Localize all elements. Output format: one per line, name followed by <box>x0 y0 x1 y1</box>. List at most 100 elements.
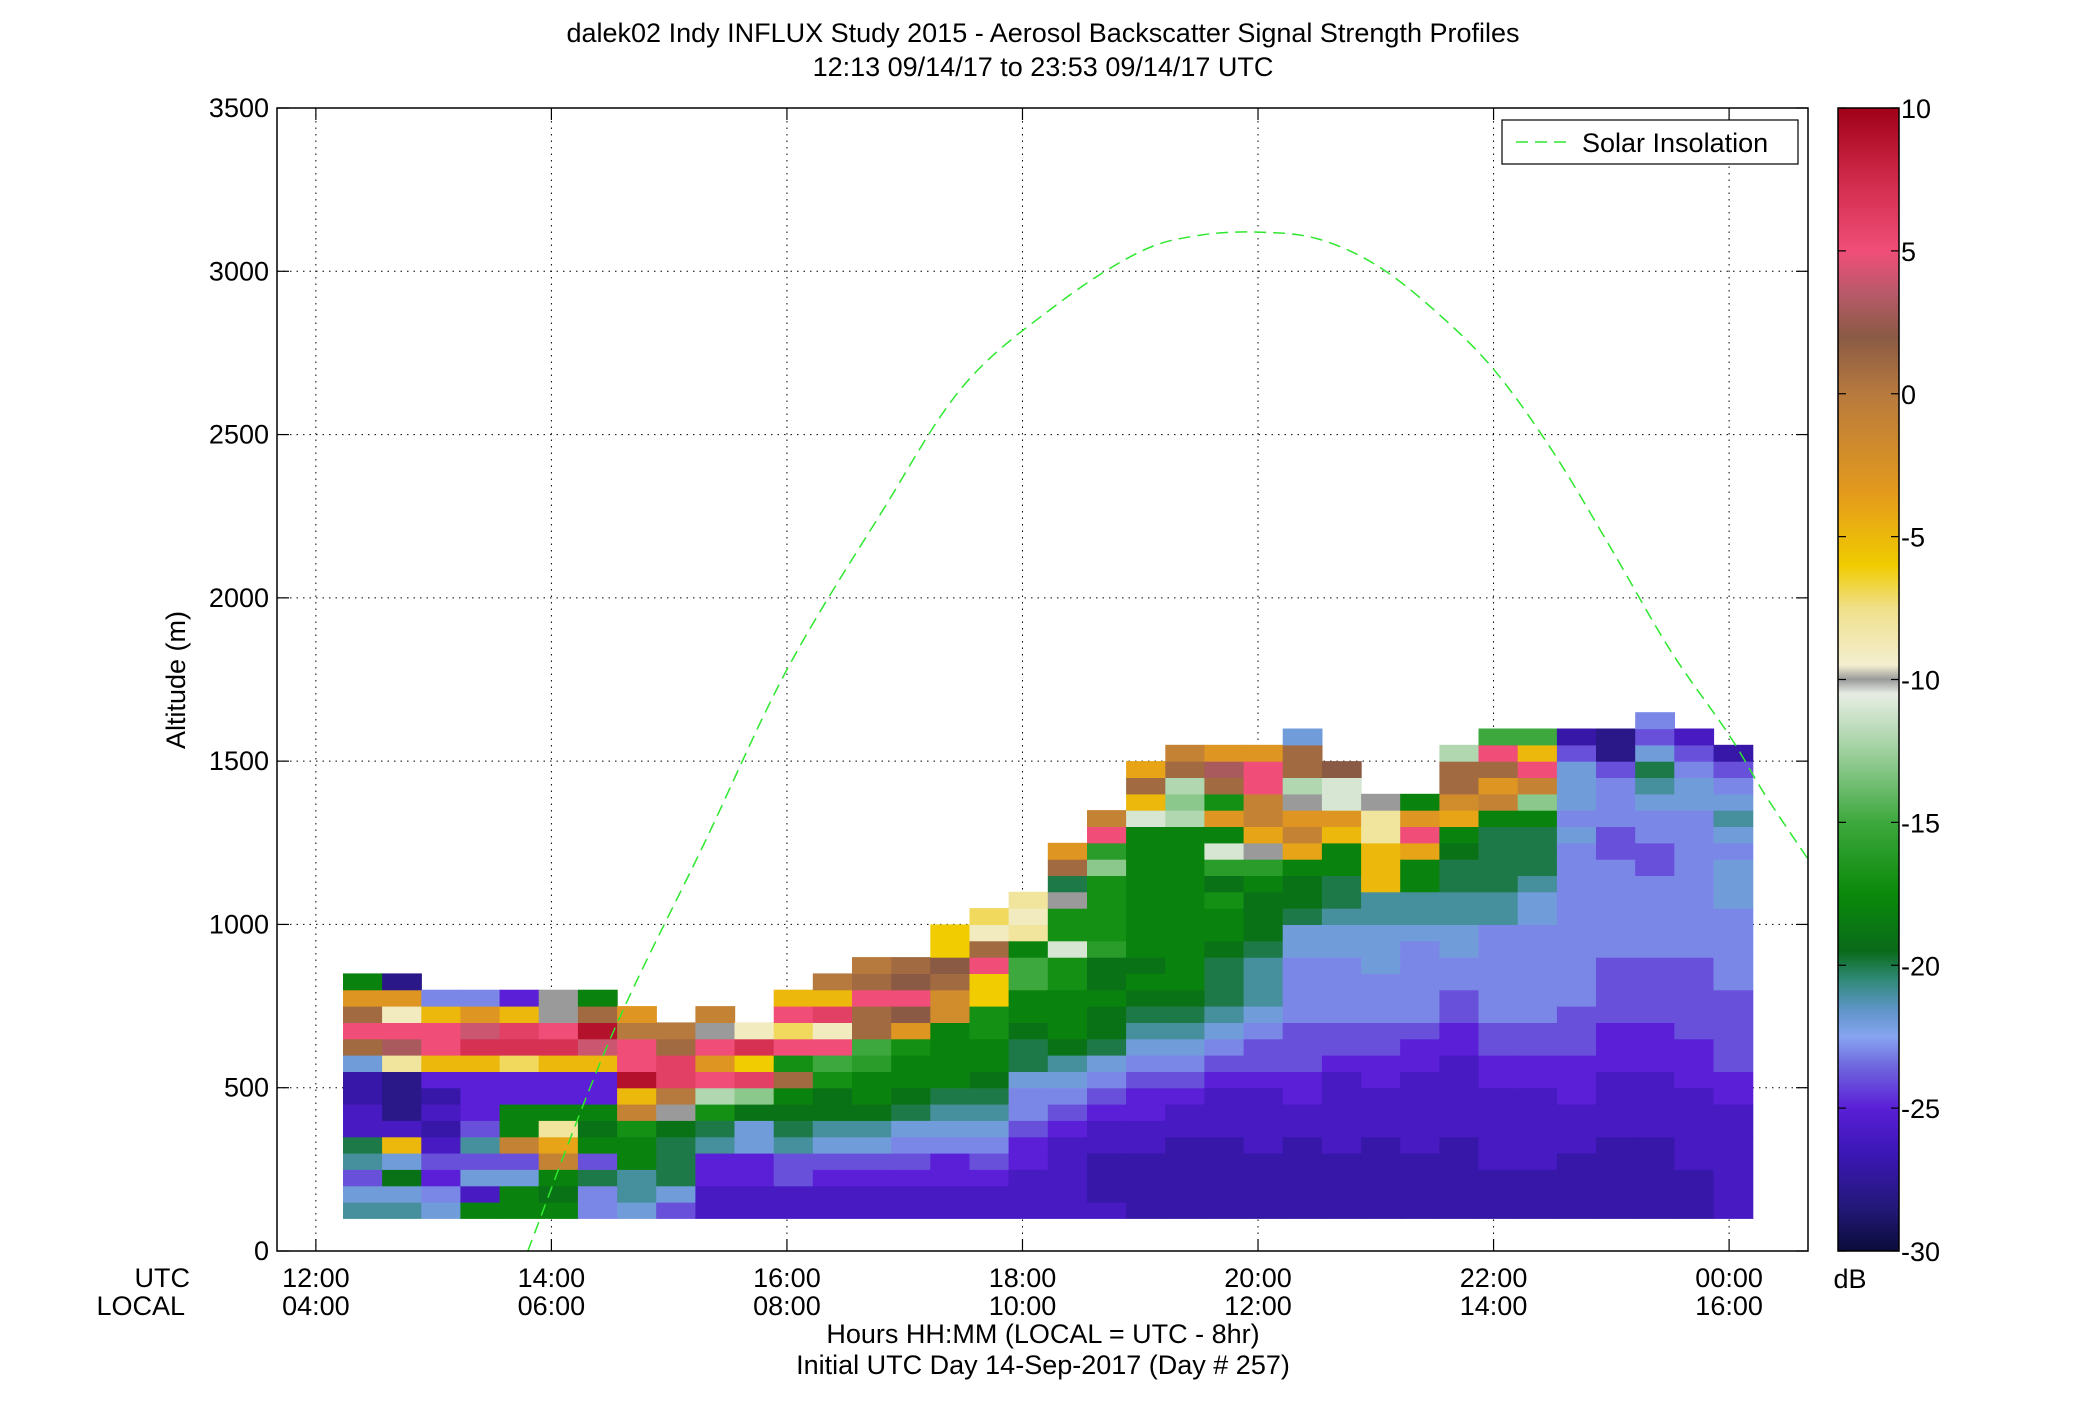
heatmap-cell <box>1517 1136 1558 1154</box>
heatmap-cell <box>1165 1104 1206 1121</box>
heatmap-cell <box>1478 1136 1519 1154</box>
heatmap-cell <box>1204 940 1245 958</box>
heatmap-cell <box>1517 1006 1558 1023</box>
heatmap-cell <box>1478 728 1519 746</box>
heatmap-cell <box>1126 891 1166 909</box>
heatmap-cell <box>1400 842 1440 860</box>
heatmap-cell <box>1243 826 1284 844</box>
heatmap-cell <box>1243 1136 1284 1154</box>
heatmap-cell <box>1126 924 1166 942</box>
heatmap-cell <box>656 1169 696 1187</box>
heatmap-cell <box>577 1006 618 1023</box>
heatmap-cell <box>499 1022 540 1040</box>
heatmap-cell <box>1596 744 1636 762</box>
heatmap-cell <box>1126 957 1166 974</box>
heatmap-cell <box>1478 1087 1519 1105</box>
heatmap-cell <box>499 1185 540 1203</box>
heatmap-cell <box>1556 1136 1597 1154</box>
heatmap-cell <box>1517 924 1558 942</box>
heatmap-cell <box>1674 793 1715 811</box>
heatmap-cell <box>1596 777 1636 795</box>
colorbar-unit-label: dB <box>1833 1264 1866 1294</box>
heatmap-cell <box>1556 777 1597 795</box>
heatmap-cell <box>1204 891 1245 909</box>
heatmap-cell <box>1321 957 1362 974</box>
heatmap-cell <box>1556 1202 1597 1219</box>
heatmap-cell <box>812 1038 853 1056</box>
heatmap-cell <box>969 1104 1010 1121</box>
heatmap-cell <box>891 1202 931 1219</box>
heatmap-cell <box>617 1006 657 1023</box>
heatmap-cell <box>1713 1136 1754 1154</box>
y-tick-label: 2000 <box>209 583 269 613</box>
heatmap-cell <box>421 1153 462 1170</box>
heatmap-cell <box>1713 826 1754 844</box>
heatmap-cell <box>812 1169 853 1187</box>
heatmap-cell <box>1243 957 1284 974</box>
heatmap-cell <box>1087 1022 1127 1040</box>
heatmap-cell <box>1713 891 1754 909</box>
heatmap-cell <box>382 989 422 1007</box>
heatmap-cell <box>1204 908 1245 925</box>
heatmap-cell <box>1713 859 1754 876</box>
heatmap-cell <box>1361 1185 1401 1203</box>
heatmap-cell <box>1596 908 1636 925</box>
heatmap-cell <box>577 1071 618 1089</box>
heatmap-cell <box>1713 1006 1754 1023</box>
heatmap-cell <box>969 940 1010 958</box>
heatmap-cell <box>1478 1202 1519 1219</box>
heatmap-cell <box>1204 1022 1245 1040</box>
heatmap-cell <box>1321 1185 1362 1203</box>
heatmap-cell <box>1713 940 1754 958</box>
heatmap-cell <box>1674 1136 1715 1154</box>
heatmap-cell <box>499 1006 540 1023</box>
heatmap-cell <box>1478 989 1519 1007</box>
heatmap-cell <box>1478 1185 1519 1203</box>
heatmap-cell <box>1126 1087 1166 1105</box>
heatmap-cell <box>1243 1038 1284 1056</box>
heatmap-cell <box>1478 793 1519 811</box>
heatmap-cell <box>1204 761 1245 778</box>
heatmap-cell <box>1713 973 1754 991</box>
heatmap-cell <box>1047 842 1088 860</box>
heatmap-cell <box>1674 875 1715 893</box>
heatmap-cell <box>1204 875 1245 893</box>
heatmap-cell <box>1165 1169 1206 1187</box>
heatmap-cell <box>1674 761 1715 778</box>
x-tick-label-local: 16:00 <box>1695 1291 1763 1321</box>
heatmap-cell <box>460 1185 501 1203</box>
heatmap-cell <box>930 1202 971 1219</box>
heatmap-cell <box>1165 908 1206 925</box>
heatmap-cell <box>852 1038 892 1056</box>
heatmap-cell <box>1556 1153 1597 1170</box>
heatmap-cell <box>1243 842 1284 860</box>
heatmap-cell <box>1126 1071 1166 1089</box>
heatmap-cell <box>812 1202 853 1219</box>
heatmap-cell <box>421 1071 462 1089</box>
heatmap-cell <box>656 1087 696 1105</box>
heatmap-cell <box>891 1185 931 1203</box>
heatmap-cell <box>1596 1153 1636 1170</box>
heatmap-cell <box>656 1071 696 1089</box>
heatmap-cell <box>1126 940 1166 958</box>
heatmap-cell <box>812 1006 853 1023</box>
heatmap-cell <box>1361 826 1401 844</box>
heatmap-cell <box>812 1087 853 1105</box>
heatmap-cell <box>930 989 971 1007</box>
heatmap-cell <box>460 1022 501 1040</box>
chart-title: dalek02 Indy INFLUX Study 2015 - Aerosol… <box>566 18 1519 48</box>
heatmap-cell <box>1243 810 1284 827</box>
heatmap-cell <box>773 1120 814 1138</box>
heatmap-cell <box>1047 1104 1088 1121</box>
heatmap-cell <box>1165 875 1206 893</box>
heatmap-cell <box>852 1153 892 1170</box>
heatmap-cell <box>1361 1104 1401 1121</box>
heatmap-cell <box>382 1055 422 1072</box>
heatmap-cell <box>1087 859 1127 876</box>
heatmap-cell <box>891 1153 931 1170</box>
heatmap-cell <box>1674 1202 1715 1219</box>
heatmap-cell <box>1596 1038 1636 1056</box>
heatmap-cell <box>1674 1104 1715 1121</box>
heatmap-cell <box>1008 957 1049 974</box>
heatmap-cell <box>1243 744 1284 762</box>
